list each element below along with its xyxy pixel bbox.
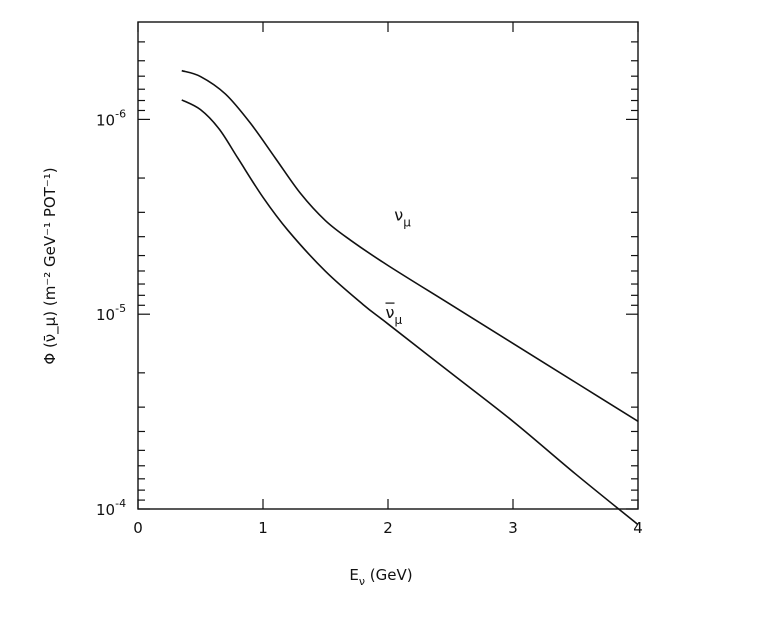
x-tick-labels: 0 1 2 3 4 [133,519,643,537]
series-label-anti-numu: νμ [386,303,403,327]
y-axis-label: Φ (ν̄_μ) (m⁻² GeV⁻¹ POT⁻¹) [41,167,60,364]
y-tick-labels: 10-4 10-5 10-6 [96,107,126,519]
series-line-anti-numu [181,99,639,526]
axis-ticks [137,22,639,510]
x-tick-label: 4 [633,519,643,537]
x-tick-label: 3 [508,519,518,537]
x-axis-label: Eν (GeV) [349,566,412,588]
series-labels: νμ νμ [385,206,411,327]
y-tick-label: 10-6 [96,107,126,129]
series-curves [181,69,639,526]
y-tick-label: 10-4 [96,497,126,519]
x-tick-label: 0 [133,519,143,537]
x-tick-label: 2 [383,519,393,537]
series-label-numu: νμ [394,206,411,230]
x-tick-label: 1 [258,519,268,537]
series-line-numu [181,69,639,423]
y-tick-label: 10-5 [96,302,126,324]
